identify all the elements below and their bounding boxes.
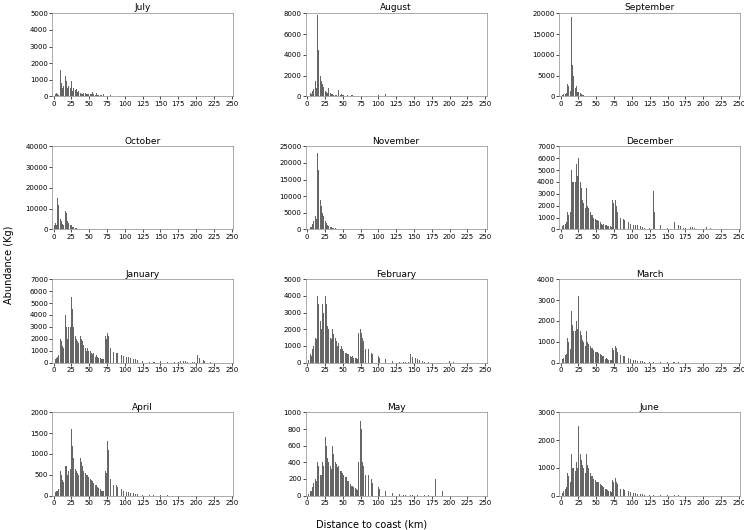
Title: December: December	[626, 137, 673, 146]
Title: May: May	[387, 403, 405, 412]
Title: October: October	[124, 137, 161, 146]
Title: February: February	[376, 270, 416, 279]
Text: Abundance (Kg): Abundance (Kg)	[4, 226, 13, 304]
Title: April: April	[132, 403, 153, 412]
Title: September: September	[625, 4, 675, 13]
Title: August: August	[380, 4, 412, 13]
Title: June: June	[640, 403, 660, 412]
Title: March: March	[636, 270, 664, 279]
Title: November: November	[373, 137, 420, 146]
Text: Distance to coast (km): Distance to coast (km)	[316, 519, 428, 529]
Title: January: January	[126, 270, 160, 279]
Title: July: July	[135, 4, 151, 13]
